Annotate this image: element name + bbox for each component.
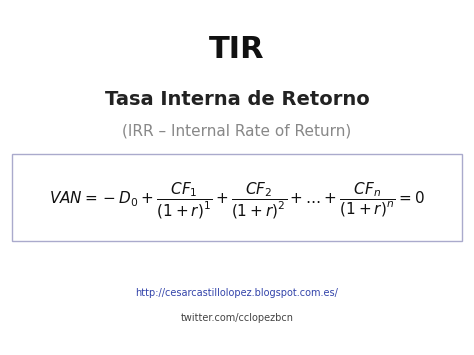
Text: twitter.com/cclopezbcn: twitter.com/cclopezbcn (181, 313, 293, 323)
FancyBboxPatch shape (12, 154, 462, 241)
Text: (IRR – Internal Rate of Return): (IRR – Internal Rate of Return) (122, 124, 352, 139)
Text: http://cesarcastillolopez.blogspot.com.es/: http://cesarcastillolopez.blogspot.com.e… (136, 288, 338, 298)
Text: TIR: TIR (209, 35, 265, 64)
Text: Tasa Interna de Retorno: Tasa Interna de Retorno (105, 90, 369, 109)
Text: $\mathit{VAN} = -\mathit{D}_0 + \dfrac{\mathit{CF}_1}{(1+\mathit{r})^{1}} + \dfr: $\mathit{VAN} = -\mathit{D}_0 + \dfrac{\… (49, 180, 425, 221)
